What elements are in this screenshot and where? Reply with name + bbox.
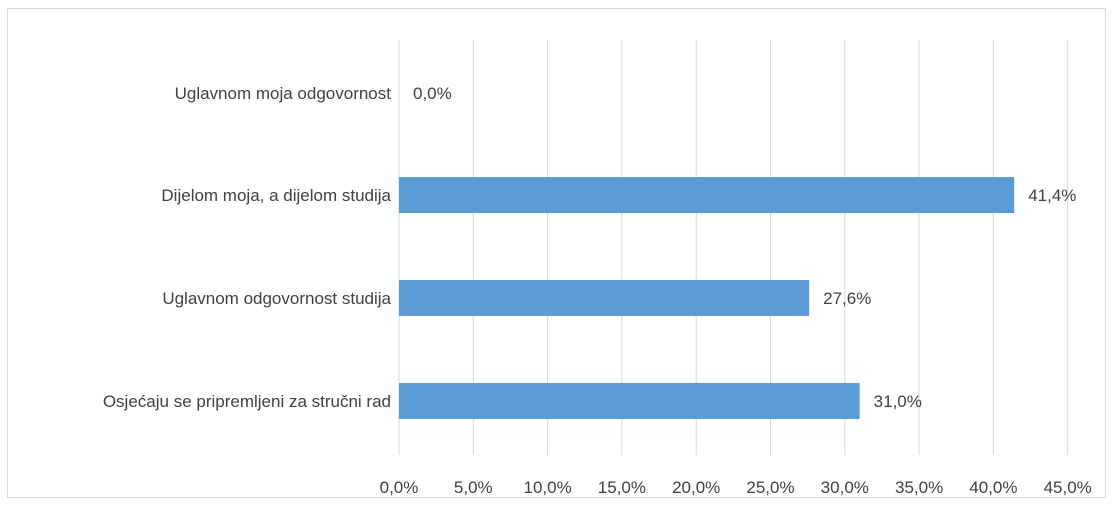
category-label: Dijelom moja, a dijelom studija (161, 186, 391, 205)
x-tick-label: 0,0% (380, 478, 419, 497)
x-tick-label: 40,0% (969, 478, 1017, 497)
x-tick-label: 10,0% (523, 478, 571, 497)
data-label: 27,6% (823, 289, 871, 308)
category-label: Uglavnom moja odgovornost (175, 84, 392, 103)
bar (399, 280, 810, 316)
data-label: 0,0% (413, 84, 452, 103)
x-tick-label: 15,0% (598, 478, 646, 497)
data-label: 41,4% (1028, 186, 1076, 205)
bar (399, 177, 1015, 213)
x-tick-label: 5,0% (454, 478, 493, 497)
category-label: Osjećaju se pripremljeni za stručni rad (103, 392, 391, 411)
category-label: Uglavnom odgovornost studija (162, 289, 391, 308)
x-tick-label: 25,0% (746, 478, 794, 497)
data-label: 31,0% (874, 392, 922, 411)
x-tick-label: 30,0% (821, 478, 869, 497)
x-tick-label: 45,0% (1044, 478, 1092, 497)
x-tick-label: 35,0% (895, 478, 943, 497)
x-tick-label: 20,0% (672, 478, 720, 497)
bar (399, 383, 860, 419)
